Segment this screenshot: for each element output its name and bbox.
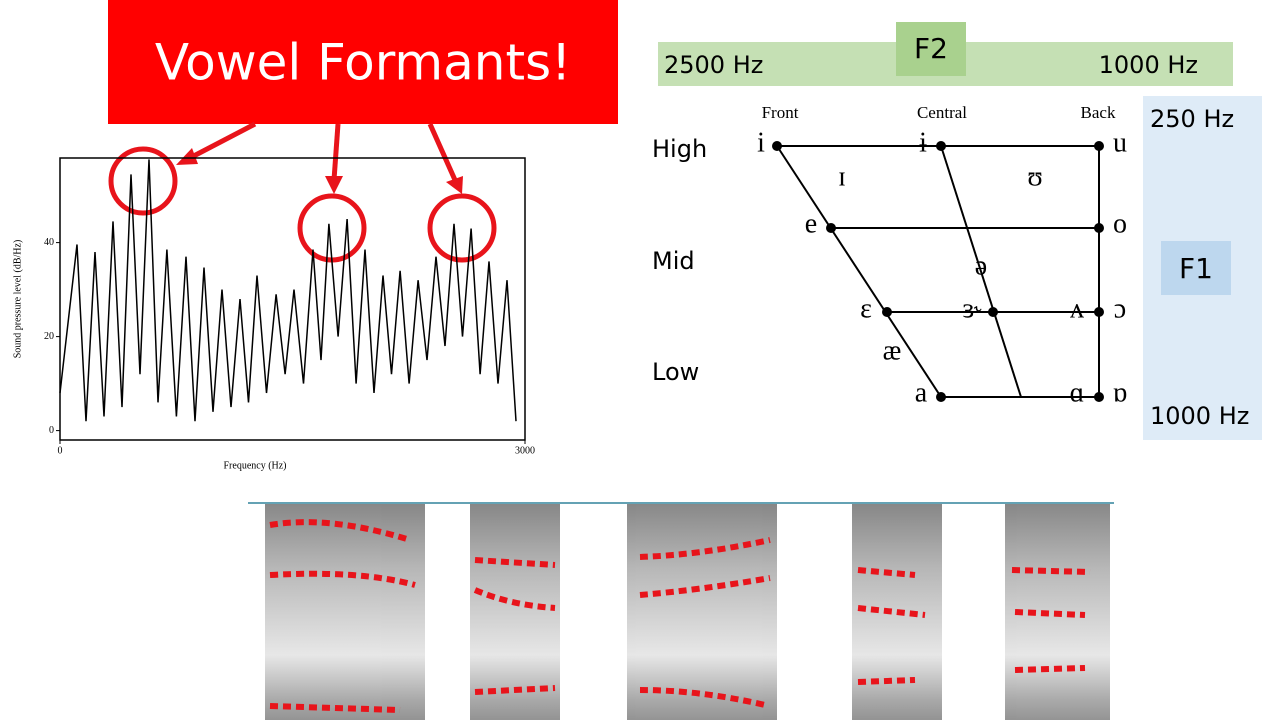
y-tick-label: 40 <box>44 237 54 248</box>
spectrograms <box>265 504 1110 720</box>
vowel-trapezoid <box>776 145 1100 398</box>
f2-left: 2500 Hz <box>664 51 763 79</box>
column-label: Front <box>762 103 799 122</box>
row-label: Mid <box>652 247 695 275</box>
x-tick-label: 3000 <box>515 445 535 456</box>
plot-frame <box>59 157 526 441</box>
vowel: ə <box>975 250 987 281</box>
y-tick-label: 20 <box>44 331 54 342</box>
vowel-dots <box>772 141 1104 402</box>
vowel: o <box>1113 208 1127 239</box>
column-label: Central <box>917 103 967 122</box>
vowel: ʊ <box>1027 161 1042 192</box>
vowel: ɪ <box>838 161 846 192</box>
row-label: High <box>652 135 707 163</box>
vowel: ɜ˞ <box>962 293 983 324</box>
vowel: ʌ <box>1070 293 1084 324</box>
column-label: Back <box>1081 103 1116 122</box>
f1-label: F1 <box>1179 252 1213 285</box>
vowel: æ <box>883 335 902 366</box>
vowel: i <box>757 127 765 158</box>
f1-top: 250 Hz <box>1150 105 1234 133</box>
vowel: u <box>1113 127 1127 158</box>
y-axis-label: Sound pressure level (dB/Hz) <box>12 240 23 359</box>
title-box <box>108 0 618 124</box>
f2-right: 1000 Hz <box>1099 51 1198 79</box>
title: Vowel Formants! <box>155 34 571 92</box>
vowel: e <box>805 208 817 239</box>
vowel: a <box>915 377 928 408</box>
f2-box <box>896 22 966 76</box>
vowel: ɒ <box>1113 377 1128 408</box>
vowel: ɑ <box>1070 377 1085 408</box>
f2-label: F2 <box>914 32 948 65</box>
spectrum-line <box>59 159 517 422</box>
y-tick-label: 0 <box>49 425 54 436</box>
f1-box <box>1161 241 1231 295</box>
x-axis-label: Frequency (Hz) <box>223 460 286 471</box>
spectrum-chart: Frequency (Hz) Sound pressure level (dB/… <box>12 157 535 471</box>
formant-tracks <box>269 519 1091 713</box>
vowel: ɨ <box>919 127 927 158</box>
vowel: ɔ <box>1114 293 1126 324</box>
row-label: Low <box>652 358 699 386</box>
x-tick-label: 0 <box>58 445 63 456</box>
vowel: ɛ <box>860 293 872 324</box>
f1-bottom: 1000 Hz <box>1150 402 1249 430</box>
annotations <box>108 121 497 263</box>
